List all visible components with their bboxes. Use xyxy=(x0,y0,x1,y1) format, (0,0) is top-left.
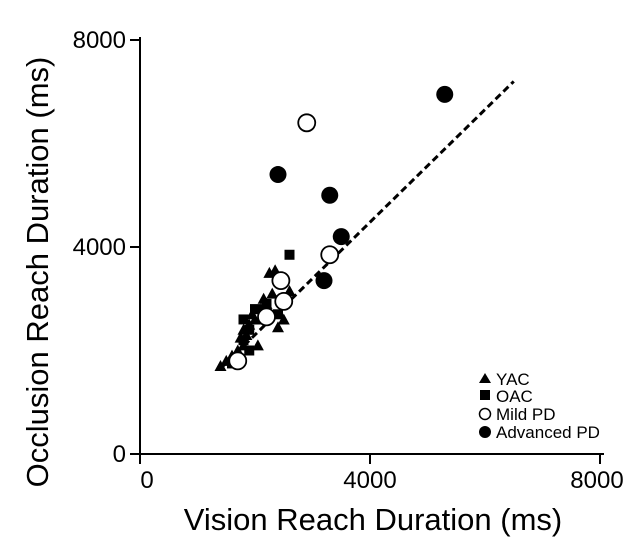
legend-label: Mild PD xyxy=(496,405,556,424)
advanced-pd-point xyxy=(315,272,333,290)
oac-point xyxy=(250,304,260,315)
advanced-pd-point xyxy=(321,186,339,204)
oac-point xyxy=(273,309,283,320)
legend: YAC OAC Mild PD Advanced PD xyxy=(478,370,600,442)
legend-item-oac: OAC xyxy=(480,387,533,406)
advanced-pd-point xyxy=(269,166,287,184)
legend-label: OAC xyxy=(496,387,533,406)
y-tick-label: 4000 xyxy=(73,234,126,261)
oac-point xyxy=(284,249,295,260)
yac-point xyxy=(266,287,279,299)
yac-point xyxy=(277,313,290,325)
legend-open-circle-marker xyxy=(478,407,492,421)
legend-item-mild-pd: Mild PD xyxy=(478,405,556,424)
mild-pd-point xyxy=(257,307,276,327)
yac-point xyxy=(251,339,264,351)
y-tick-label: 8000 xyxy=(73,27,126,54)
yac-point xyxy=(272,321,284,333)
legend-filled-circle-marker xyxy=(479,426,491,438)
x-tick-label: 4000 xyxy=(343,467,396,494)
x-tick-label: 8000 xyxy=(570,467,623,494)
x-axis-title: Vision Reach Duration (ms) xyxy=(184,502,562,537)
oac-point xyxy=(244,345,255,356)
x-tick-label: 0 xyxy=(140,467,153,494)
mild-pd-point xyxy=(228,351,248,371)
y-axis-title: Occlusion Reach Duration (ms) xyxy=(20,57,55,488)
legend-square-marker xyxy=(480,390,490,400)
legend-label: Advanced PD xyxy=(496,423,600,442)
oac-point xyxy=(238,335,249,346)
oac-point xyxy=(244,324,255,335)
advanced-pd-point xyxy=(436,85,454,103)
mild-pd-point xyxy=(297,113,317,133)
oac-point xyxy=(261,298,272,309)
data-points-layer xyxy=(214,85,454,372)
y-tick-label: 0 xyxy=(113,441,126,468)
mild-pd-point xyxy=(274,291,294,311)
oac-point xyxy=(238,314,249,325)
legend-item-yac: YAC xyxy=(479,370,530,389)
advanced-pd-point xyxy=(332,228,350,246)
legend-triangle-marker xyxy=(479,373,491,383)
legend-label: YAC xyxy=(496,370,530,389)
mild-pd-point xyxy=(271,271,291,291)
mild-pd-point xyxy=(320,245,340,265)
legend-item-advanced-pd: Advanced PD xyxy=(479,423,600,442)
